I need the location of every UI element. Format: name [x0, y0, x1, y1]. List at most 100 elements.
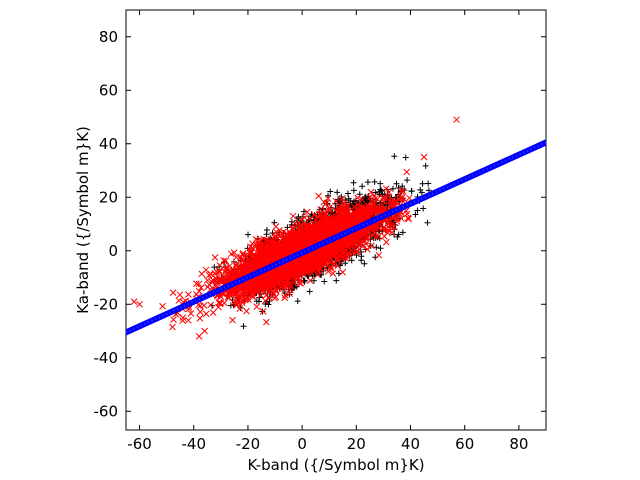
- scatter-point-cross: [244, 294, 251, 301]
- scatter-point-cross: [341, 204, 348, 212]
- y-tick-label: -20: [94, 295, 119, 313]
- scatter-point-cross: [367, 188, 375, 196]
- scatter-point-cross: [235, 292, 243, 299]
- scatter-point-cross: [329, 270, 337, 277]
- scatter-point-cross: [271, 233, 278, 241]
- y-tick-label: 80: [99, 28, 118, 46]
- scatter-point-cross: [202, 266, 210, 274]
- scatter-point-plus: [265, 301, 272, 308]
- scatter-point-cross: [364, 234, 372, 241]
- scatter-point-cross: [195, 280, 203, 288]
- scatter-point-cross: [385, 188, 393, 196]
- scatter-point-cross: [280, 233, 288, 241]
- scatter-point-plus: [391, 153, 398, 160]
- scatter-point-plus: [377, 180, 384, 187]
- scatter-point-cross: [202, 310, 210, 318]
- scatter-point-cross: [306, 277, 314, 284]
- scatter-point-plus: [262, 300, 269, 307]
- scatter-point-cross: [215, 267, 223, 275]
- scatter-point-plus: [371, 178, 378, 185]
- scatter-point-cross: [382, 238, 390, 246]
- scatter-point-cross: [358, 196, 366, 203]
- scatter-point-cross: [289, 224, 296, 232]
- scatter-point-cross: [288, 282, 295, 290]
- scatter-point-cross: [354, 194, 361, 202]
- scatter-point-plus: [417, 186, 424, 193]
- scatter-point-cross: [243, 307, 250, 315]
- scatter-point-cross: [246, 249, 254, 257]
- scatter-point-cross: [335, 245, 343, 253]
- scatter-point-plus: [420, 205, 427, 212]
- scatter-point-cross: [205, 281, 213, 289]
- scatter-point-cross: [233, 260, 240, 268]
- scatter-point-cross: [169, 323, 176, 331]
- scatter-point-plus: [334, 189, 341, 196]
- scatter-point-cross: [211, 254, 219, 261]
- scatter-point-plus: [358, 253, 365, 260]
- scatter-point-cross: [196, 314, 204, 322]
- scatter-point-cross: [301, 214, 308, 221]
- scatter-point-cross: [371, 228, 378, 236]
- scatter-point-cross: [314, 213, 322, 221]
- scatter-point-cross: [358, 203, 365, 211]
- scatter-point-cross: [390, 223, 398, 231]
- scatter-point-cross: [239, 250, 247, 257]
- y-tick-label: 60: [99, 81, 118, 99]
- scatter-point-cross: [386, 197, 393, 205]
- scatter-point-cross: [324, 268, 332, 275]
- scatter-point-plus: [266, 298, 273, 305]
- scatter-point-cross: [216, 262, 224, 269]
- scatter-point-plus: [414, 207, 421, 214]
- scatter-point-cross: [367, 197, 375, 205]
- scatter-point-cross: [272, 293, 280, 301]
- scatter-point-cross: [261, 297, 269, 305]
- scatter-point-cross: [253, 248, 260, 256]
- scatter-point-plus: [359, 183, 366, 190]
- y-tick-label: -40: [94, 349, 119, 367]
- scatter-point-cross: [179, 317, 187, 325]
- x-tick-label: 40: [401, 435, 420, 453]
- scatter-point-plus: [306, 288, 313, 295]
- x-tick-label: -40: [181, 435, 206, 453]
- x-tick-label: 80: [509, 435, 528, 453]
- scatter-point-cross: [324, 195, 332, 202]
- scatter-point-cross: [375, 251, 383, 259]
- scatter-point-cross: [239, 256, 247, 264]
- scatter-point-plus: [422, 162, 429, 169]
- scatter-point-cross: [404, 214, 412, 222]
- scatter-point-cross: [303, 208, 311, 216]
- scatter-point-cross: [204, 276, 211, 284]
- scatter-point-cross: [259, 308, 267, 315]
- scatter-point-cross: [280, 228, 287, 236]
- scatter-point-plus: [350, 198, 357, 205]
- scatter-point-cross: [170, 316, 177, 323]
- scatter-point-plus: [424, 219, 431, 226]
- scatter-point-cross: [159, 302, 166, 310]
- scatter-point-cross: [311, 260, 319, 268]
- scatter-point-cross: [334, 262, 341, 270]
- y-tick-label: 40: [99, 135, 118, 153]
- scatter-point-cross: [405, 215, 412, 223]
- scatter-point-plus: [404, 177, 411, 184]
- scatter-point-cross: [215, 299, 223, 306]
- scatter-point-cross: [235, 264, 243, 272]
- scatter-point-cross: [209, 309, 217, 316]
- scatter-point-cross: [236, 305, 244, 313]
- scatter-point-cross: [196, 302, 204, 310]
- scatter-point-cross: [249, 240, 256, 247]
- scatter-point-cross: [196, 308, 204, 316]
- scatter-point-plus: [399, 183, 406, 190]
- scatter-point-plus: [301, 277, 308, 284]
- scatter-point-plus: [425, 180, 432, 187]
- scatter-point-plus: [294, 298, 301, 305]
- y-tick-label: -60: [94, 402, 119, 420]
- scatter-point-cross: [176, 291, 184, 299]
- x-tick-label: 0: [297, 435, 307, 453]
- scatter-point-plus: [348, 257, 355, 264]
- scatter-point-cross: [297, 216, 305, 224]
- scatter-point-plus: [245, 231, 252, 238]
- scatter-point-plus: [253, 298, 260, 305]
- scatter-point-plus: [419, 180, 426, 187]
- scatter-point-plus: [321, 278, 328, 285]
- scatter-point-plus: [394, 233, 401, 240]
